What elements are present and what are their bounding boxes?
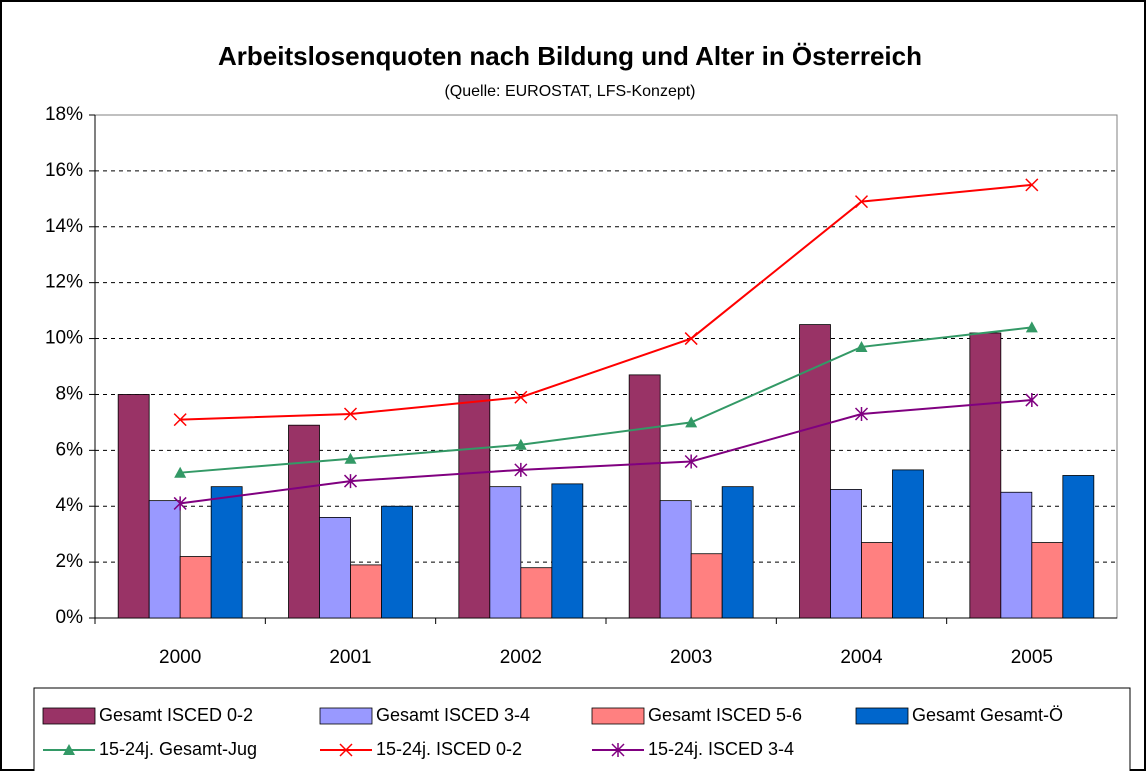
x-tick-label: 2002 bbox=[500, 647, 542, 668]
legend-label: Gesamt ISCED 0-2 bbox=[99, 705, 253, 725]
bar bbox=[148, 500, 181, 619]
legend-swatch bbox=[42, 707, 96, 725]
bar bbox=[1062, 475, 1095, 619]
legend-label: 15-24j. Gesamt-Jug bbox=[99, 739, 257, 759]
marker bbox=[343, 474, 358, 489]
line bbox=[180, 326, 1032, 474]
y-tick-label: 0% bbox=[56, 607, 84, 628]
marker bbox=[173, 413, 187, 427]
marker bbox=[685, 416, 698, 428]
marker bbox=[1025, 393, 1039, 408]
marker bbox=[855, 340, 868, 352]
bar bbox=[489, 486, 522, 619]
y-tick-label: 2% bbox=[56, 551, 84, 572]
plot-area bbox=[94, 114, 1118, 619]
marker bbox=[339, 743, 353, 757]
legend-label: 15-24j. ISCED 0-2 bbox=[376, 739, 522, 759]
y-tick-label: 14% bbox=[45, 216, 83, 237]
marker bbox=[611, 743, 625, 757]
legend-label: Gesamt ISCED 3-4 bbox=[376, 705, 530, 725]
marker bbox=[854, 407, 869, 422]
bar bbox=[690, 553, 723, 619]
bar bbox=[551, 483, 584, 619]
x-tick-label: 2001 bbox=[329, 647, 371, 668]
bar bbox=[350, 564, 382, 619]
line bbox=[180, 399, 1032, 505]
bar bbox=[861, 542, 893, 619]
bar bbox=[520, 567, 553, 619]
chart-subtitle: (Quelle: EUROSTAT, LFS-Konzept) bbox=[444, 83, 695, 100]
bar bbox=[799, 324, 831, 619]
marker bbox=[343, 407, 358, 421]
bar bbox=[458, 394, 491, 619]
bar bbox=[892, 469, 924, 619]
marker bbox=[854, 195, 869, 209]
y-tick-label: 12% bbox=[45, 272, 83, 293]
bar bbox=[1000, 491, 1033, 619]
chart-title: Arbeitslosenquoten nach Bildung und Alte… bbox=[218, 41, 922, 71]
bar bbox=[659, 500, 692, 619]
bar bbox=[381, 505, 413, 619]
legend-label: Gesamt Gesamt-Ö bbox=[912, 705, 1063, 725]
marker bbox=[63, 744, 75, 755]
bar bbox=[210, 486, 243, 619]
marker bbox=[514, 390, 528, 404]
x-tick-label: 2003 bbox=[670, 647, 712, 668]
bar bbox=[830, 489, 862, 619]
bar bbox=[721, 486, 754, 619]
x-tick-label: 2004 bbox=[840, 647, 883, 668]
y-tick-label: 10% bbox=[45, 328, 83, 349]
legend-box bbox=[33, 687, 1131, 771]
marker bbox=[514, 462, 528, 477]
y-tick-label: 16% bbox=[45, 160, 83, 181]
marker bbox=[684, 454, 698, 469]
bar bbox=[319, 517, 351, 619]
y-tick-label: 8% bbox=[56, 383, 84, 404]
marker bbox=[344, 452, 357, 464]
y-tick-label: 6% bbox=[56, 439, 84, 460]
bar bbox=[288, 424, 320, 619]
bar bbox=[179, 556, 212, 619]
legend-label: 15-24j. ISCED 3-4 bbox=[648, 739, 794, 759]
bar bbox=[628, 374, 661, 619]
marker bbox=[173, 496, 187, 511]
legend-swatch bbox=[591, 707, 645, 725]
legend-swatch bbox=[855, 707, 909, 725]
x-tick-label: 2005 bbox=[1011, 647, 1053, 668]
y-tick-label: 4% bbox=[56, 495, 84, 516]
marker bbox=[684, 332, 698, 346]
y-tick-label: 18% bbox=[45, 104, 83, 125]
bar bbox=[117, 394, 150, 619]
legend-swatch bbox=[319, 707, 373, 725]
line bbox=[180, 183, 1032, 421]
legend-label: Gesamt ISCED 5-6 bbox=[648, 705, 802, 725]
marker bbox=[1025, 321, 1038, 333]
marker bbox=[1025, 178, 1039, 192]
marker bbox=[174, 466, 187, 478]
bar bbox=[969, 332, 1002, 619]
x-tick-label: 2000 bbox=[159, 647, 201, 668]
marker bbox=[514, 438, 527, 450]
bar bbox=[1031, 542, 1064, 619]
